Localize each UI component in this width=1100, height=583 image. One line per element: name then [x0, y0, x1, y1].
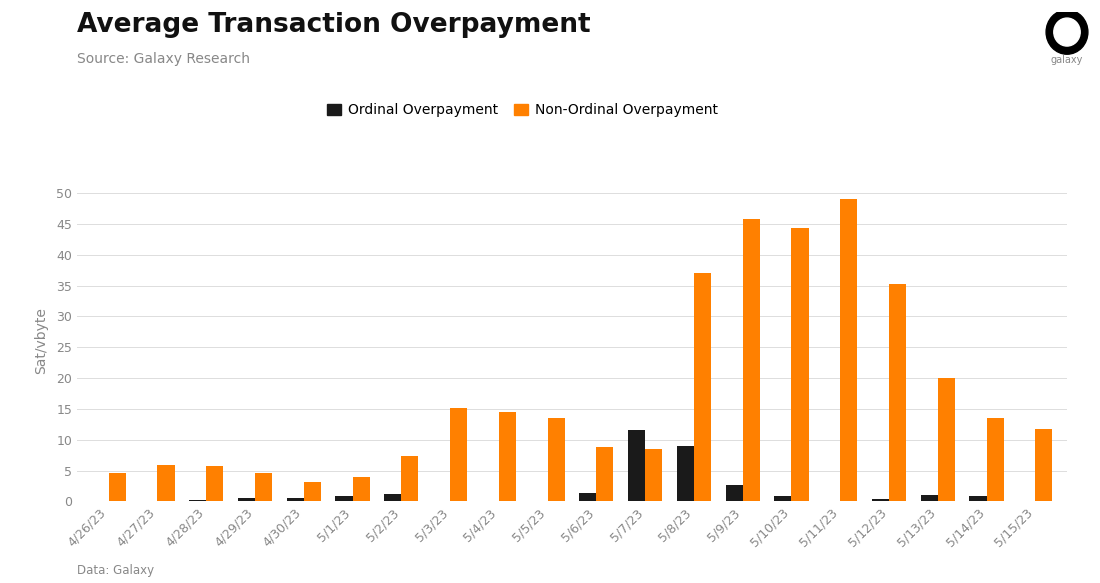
Bar: [676, 447, 694, 501]
Bar: [792, 227, 808, 501]
Text: Average Transaction Overpayment: Average Transaction Overpayment: [77, 12, 591, 38]
Bar: [889, 284, 906, 501]
Bar: [969, 497, 987, 501]
Bar: [109, 473, 125, 501]
Bar: [498, 412, 516, 501]
Text: Data: Galaxy: Data: Galaxy: [77, 564, 154, 577]
Bar: [402, 456, 418, 501]
Y-axis label: Sat/vbyte: Sat/vbyte: [34, 308, 47, 374]
Bar: [596, 447, 614, 501]
Bar: [840, 199, 857, 501]
Bar: [628, 430, 646, 501]
Bar: [336, 496, 352, 501]
Bar: [304, 482, 321, 501]
Legend: Ordinal Overpayment, Non-Ordinal Overpayment: Ordinal Overpayment, Non-Ordinal Overpay…: [321, 98, 724, 123]
Bar: [1035, 429, 1053, 501]
Bar: [157, 465, 175, 501]
Bar: [287, 498, 304, 501]
Bar: [580, 493, 596, 501]
Text: galaxy: galaxy: [1050, 55, 1084, 65]
Bar: [189, 500, 206, 501]
Bar: [646, 449, 662, 501]
Text: Source: Galaxy Research: Source: Galaxy Research: [77, 52, 250, 66]
Bar: [255, 473, 272, 501]
Bar: [774, 497, 792, 501]
Bar: [352, 477, 370, 501]
Bar: [872, 499, 889, 501]
Circle shape: [1046, 10, 1088, 54]
Bar: [938, 378, 955, 501]
Bar: [987, 417, 1003, 501]
Bar: [726, 484, 742, 501]
Bar: [548, 417, 564, 501]
Bar: [238, 498, 255, 501]
Bar: [921, 495, 938, 501]
Bar: [742, 219, 760, 501]
Bar: [206, 466, 223, 501]
Bar: [450, 408, 468, 501]
Bar: [384, 494, 402, 501]
Circle shape: [1054, 18, 1080, 46]
Bar: [694, 273, 711, 501]
